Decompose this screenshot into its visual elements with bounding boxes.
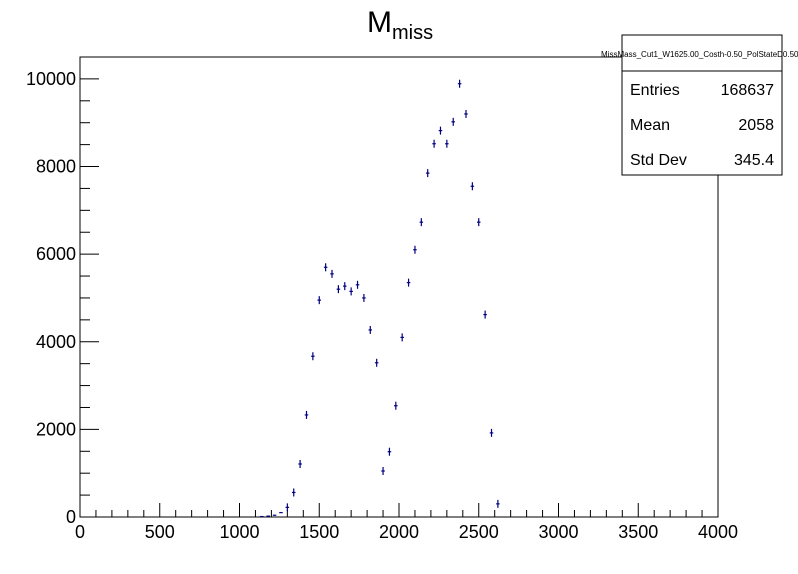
data-point — [291, 488, 296, 497]
y-tick-label: 6000 — [36, 244, 76, 264]
data-point — [330, 269, 334, 278]
data-point — [419, 218, 424, 227]
data-point — [400, 333, 404, 342]
data-point — [451, 117, 455, 126]
chart-title: Mmiss — [367, 6, 433, 44]
y-axis: 0 2000 4000 6000 8000 10000 — [26, 56, 99, 527]
stats-box: MissMass_Cut1_W1625.00_Costh-0.50_PolSta… — [601, 34, 798, 176]
data-point — [489, 428, 494, 437]
data-point — [394, 401, 398, 410]
data-points — [260, 79, 500, 518]
data-point — [355, 280, 360, 289]
data-point — [298, 459, 302, 468]
y-tick-label: 4000 — [36, 332, 76, 352]
y-tick-label: 2000 — [36, 419, 76, 439]
data-point — [323, 263, 328, 272]
data-point — [304, 410, 309, 419]
y-tick-label: 10000 — [26, 69, 76, 89]
stats-mean-label: Mean — [630, 117, 670, 134]
data-point — [406, 278, 411, 287]
data-point — [285, 503, 290, 512]
data-point — [311, 352, 315, 361]
stats-histogram-name: MissMass_Cut1_W1625.00_Costh-0.50_PolSta… — [601, 50, 798, 59]
stats-stddev-value: 345.4 — [734, 152, 774, 169]
stats-entries-label: Entries — [630, 82, 680, 99]
y-tick-label: 0 — [66, 507, 76, 527]
x-tick-label: 4000 — [698, 522, 738, 542]
data-point — [413, 245, 417, 254]
data-point — [438, 126, 443, 135]
data-point — [343, 282, 347, 291]
data-point — [336, 285, 341, 294]
data-point — [457, 79, 462, 88]
x-tick-label: 0 — [75, 522, 85, 542]
stats-box-frame — [621, 34, 783, 176]
data-point — [387, 447, 392, 456]
x-tick-label: 2000 — [379, 522, 419, 542]
data-point — [445, 139, 449, 148]
data-point — [464, 109, 468, 118]
data-point — [476, 218, 481, 227]
chart-title-main: M — [367, 6, 392, 39]
x-tick-label: 500 — [145, 522, 175, 542]
chart-title-subscript: miss — [392, 22, 433, 44]
data-point — [317, 296, 322, 305]
stats-mean-value: 2058 — [738, 117, 774, 134]
data-point — [362, 293, 366, 302]
stats-entries-value: 168637 — [721, 82, 774, 99]
y-tick-label: 8000 — [36, 157, 76, 177]
data-point — [470, 182, 475, 191]
x-tick-label: 3000 — [538, 522, 578, 542]
x-tick-label: 3500 — [618, 522, 658, 542]
x-axis: 0 500 1000 1500 2000 2500 3000 3500 4000 — [75, 503, 738, 542]
data-point — [368, 325, 373, 334]
data-point — [425, 169, 430, 178]
data-point — [381, 467, 385, 475]
data-point — [349, 287, 353, 296]
x-tick-label: 1000 — [219, 522, 259, 542]
data-point — [432, 139, 436, 148]
stats-stddev-label: Std Dev — [630, 152, 687, 169]
data-point — [483, 310, 487, 319]
x-tick-label: 1500 — [299, 522, 339, 542]
data-point — [496, 499, 500, 508]
x-tick-label: 2500 — [459, 522, 499, 542]
data-point — [374, 358, 379, 367]
